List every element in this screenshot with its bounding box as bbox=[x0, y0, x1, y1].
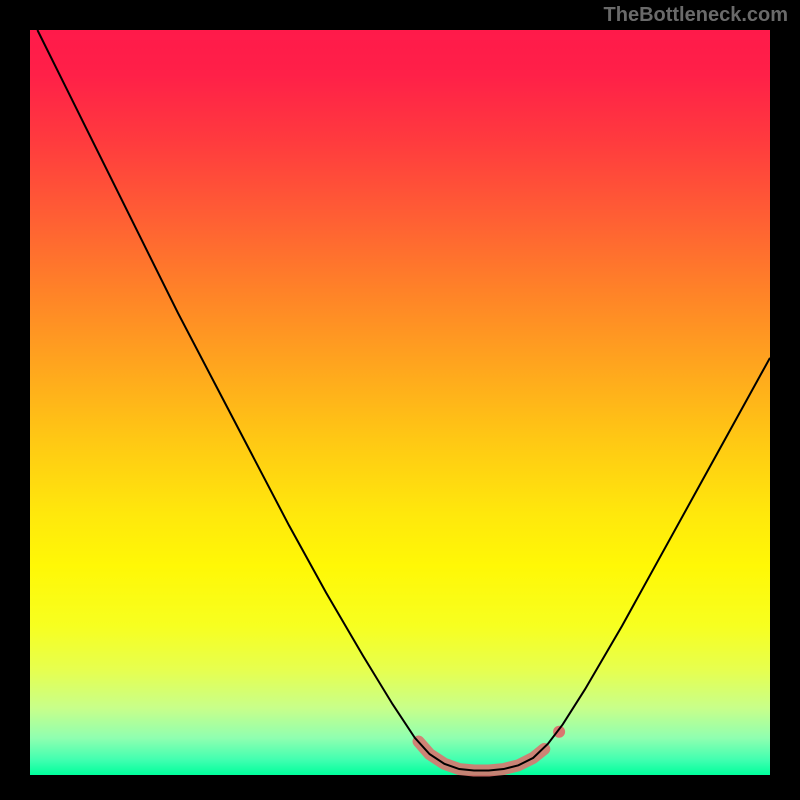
bottleneck-chart bbox=[0, 0, 800, 800]
watermark-label: TheBottleneck.com bbox=[604, 4, 788, 27]
chart-container: TheBottleneck.com bbox=[0, 0, 800, 800]
